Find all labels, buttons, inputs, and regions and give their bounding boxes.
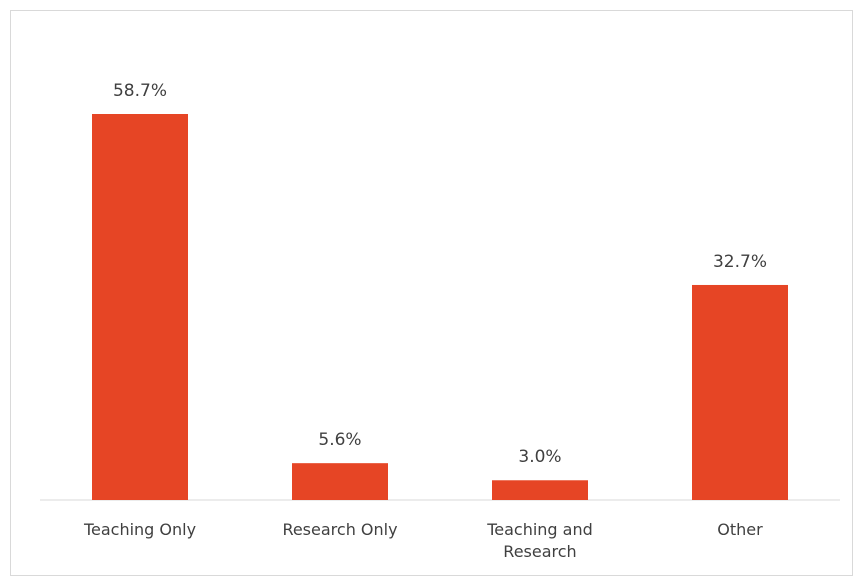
chart-frame	[10, 10, 853, 576]
value-label: 32.7%	[712, 251, 767, 272]
x-tick-label: Teaching Only	[83, 520, 197, 539]
bar	[292, 463, 388, 500]
bar	[92, 114, 188, 500]
bar	[692, 284, 788, 500]
bar	[492, 480, 588, 500]
value-label: 3.0%	[518, 447, 562, 468]
x-tick-label: Teaching and Research	[487, 520, 593, 561]
x-tick-label: Research Only	[282, 520, 398, 539]
value-label: 58.7%	[112, 81, 167, 101]
x-tick-label: Other	[717, 520, 763, 539]
value-label: 5.6%	[318, 430, 362, 451]
